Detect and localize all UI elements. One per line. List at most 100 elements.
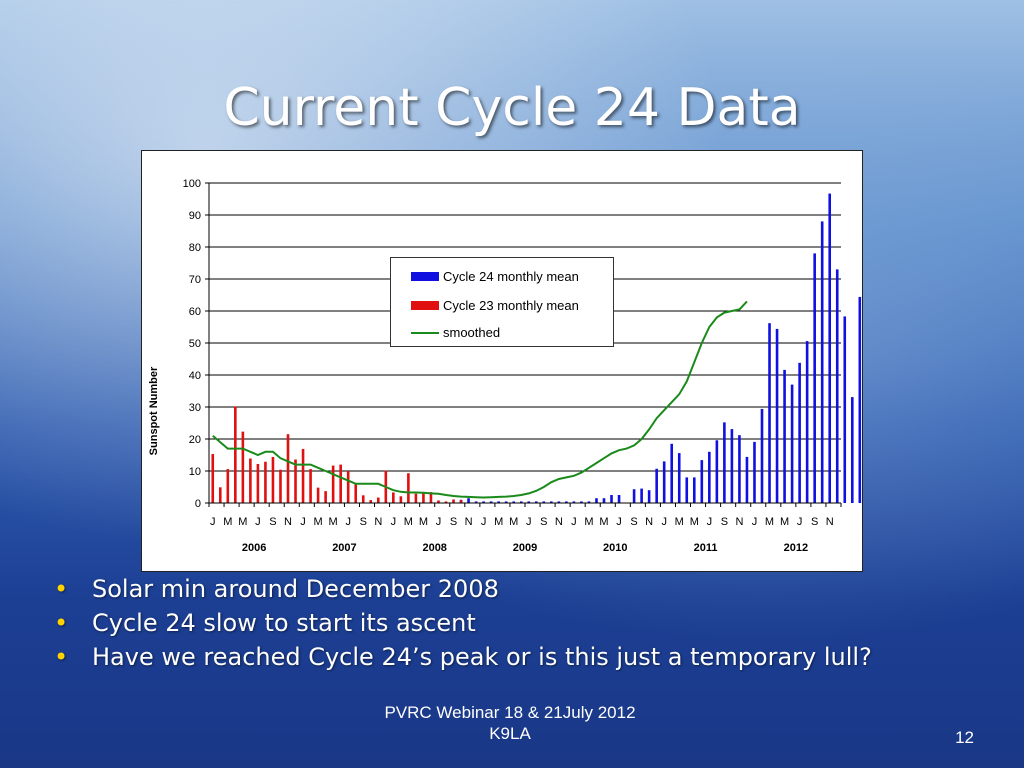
footer: PVRC Webinar 18 & 21July 2012 K9LA: [320, 702, 700, 744]
x-month-label: M: [494, 516, 503, 528]
bullet-list: • Solar min around December 2008 • Cycle…: [52, 572, 1012, 674]
x-month-label: N: [826, 516, 834, 528]
bar: [730, 429, 734, 503]
bullet-dot-icon: •: [54, 643, 69, 671]
bar: [301, 448, 305, 503]
bar: [467, 498, 470, 503]
y-tick-label: 80: [189, 242, 201, 254]
smoothed-line: [212, 300, 748, 499]
x-year-label: 2009: [513, 542, 537, 554]
bar: [565, 501, 568, 503]
y-tick-label: 10: [189, 466, 201, 478]
bar: [316, 487, 320, 503]
bar: [429, 492, 433, 503]
bar: [685, 477, 689, 503]
bar: [587, 501, 591, 503]
bar: [294, 459, 297, 503]
x-month-label: M: [314, 516, 323, 528]
legend-label-cycle24: Cycle 24 monthly mean: [443, 269, 579, 284]
x-year-label: 2008: [422, 542, 446, 554]
x-month-label: M: [223, 516, 232, 528]
bar: [346, 471, 350, 503]
bullet-text: Have we reached Cycle 24’s peak or is th…: [92, 643, 872, 671]
bar: [662, 461, 666, 503]
smoothed-line-layer: [212, 300, 748, 499]
legend-swatch-smoothed: [411, 332, 439, 334]
bar: [376, 497, 380, 503]
x-month-label: S: [540, 516, 547, 528]
slide-title: Current Cycle 24 Data: [223, 78, 801, 138]
bar: [459, 500, 463, 503]
bar: [234, 406, 237, 503]
bars: [211, 193, 862, 503]
x-month-label: M: [329, 516, 338, 528]
bar: [354, 483, 358, 503]
axes: [205, 182, 842, 507]
x-month-label: M: [584, 516, 593, 528]
bar: [542, 501, 546, 503]
x-month-label: N: [284, 516, 292, 528]
bar: [820, 221, 824, 503]
x-month-label: J: [436, 516, 442, 528]
bar: [572, 501, 576, 503]
bar: [249, 458, 252, 503]
bar: [850, 397, 854, 503]
bar: [497, 501, 500, 503]
bar: [256, 463, 260, 503]
x-year-label: 2007: [332, 542, 356, 554]
y-tick-label: 60: [189, 306, 201, 318]
x-year-label: 2012: [784, 542, 808, 554]
footer-line-1: PVRC Webinar 18 & 21July 2012: [384, 703, 636, 722]
bar: [580, 501, 583, 503]
x-month-label: J: [391, 516, 397, 528]
bar: [843, 316, 847, 503]
bar: [309, 469, 312, 503]
y-tick-label: 100: [183, 178, 201, 190]
bar: [369, 500, 373, 503]
x-month-label: J: [571, 516, 577, 528]
bar: [692, 477, 696, 503]
x-month-label: M: [765, 516, 774, 528]
bar: [512, 501, 516, 503]
bar: [813, 253, 816, 503]
bar: [835, 269, 839, 503]
x-month-label: J: [255, 516, 261, 528]
x-month-label: J: [300, 516, 306, 528]
x-month-label: N: [555, 516, 563, 528]
x-month-label: J: [210, 516, 216, 528]
bar: [437, 500, 440, 503]
bar: [775, 328, 779, 503]
y-tick-labels: 0 10 20 30 40 50 60 70 80 90 100: [183, 178, 201, 510]
bar: [828, 193, 832, 503]
x-month-label: M: [404, 516, 413, 528]
bar: [339, 464, 342, 503]
legend-swatch-cycle23: [411, 301, 439, 310]
x-month-label: S: [360, 516, 367, 528]
bar: [527, 501, 531, 503]
legend-label-smoothed: smoothed: [443, 325, 501, 340]
bar: [534, 501, 538, 503]
x-month-label: S: [450, 516, 457, 528]
x-month-label: N: [374, 516, 382, 528]
bar: [700, 460, 704, 503]
x-month-label: N: [735, 516, 743, 528]
bullet-text: Cycle 24 slow to start its ascent: [92, 609, 476, 637]
bar: [753, 441, 756, 503]
bar: [422, 492, 425, 503]
x-month-label: J: [707, 516, 713, 528]
x-year-label: 2011: [694, 542, 718, 554]
bar: [414, 493, 418, 503]
bar: [557, 501, 561, 503]
x-month-label: M: [675, 516, 684, 528]
bar: [745, 456, 749, 503]
bar: [399, 496, 403, 503]
bar: [504, 501, 508, 503]
x-month-label: N: [465, 516, 473, 528]
bar: [226, 469, 230, 503]
bar: [715, 440, 719, 503]
bar: [655, 468, 658, 503]
y-tick-label: 40: [189, 370, 201, 382]
bullet-item: • Have we reached Cycle 24’s peak or is …: [52, 640, 1012, 674]
x-month-label: M: [238, 516, 247, 528]
